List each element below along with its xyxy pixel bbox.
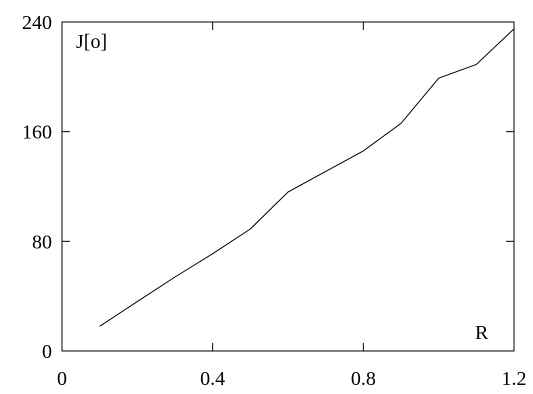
y-tick-label: 160 [22,122,52,144]
x-tick-label: 0.4 [200,368,225,390]
plot-frame [61,21,515,352]
y-tick-label: 80 [32,231,52,253]
x-tick-label: 1.2 [502,368,527,390]
y-axis-label: J[o] [76,31,107,53]
x-axis-label: R [475,322,489,344]
y-tick-label: 0 [42,341,52,363]
x-tick-label: 0 [57,368,67,390]
axis-ticks: 0 0.4 0.8 1.2 0 80 160 240 [22,12,527,390]
x-tick-label: 0.8 [351,368,376,390]
series-line [99,28,515,327]
y-tick-label: 240 [22,12,52,34]
